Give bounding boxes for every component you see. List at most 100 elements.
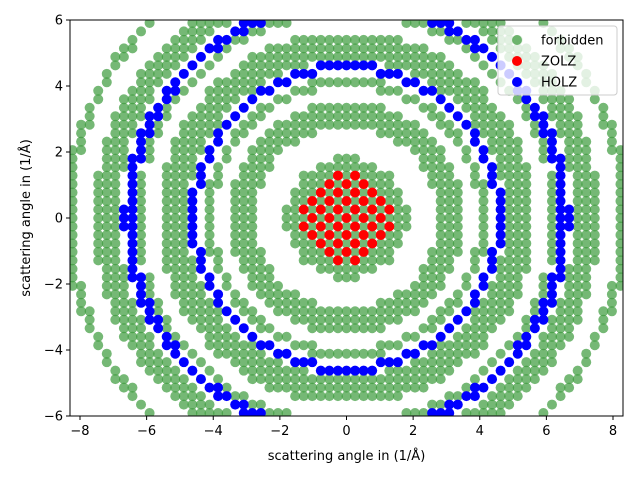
point-forbidden — [316, 9, 326, 19]
point-forbidden — [564, 119, 575, 130]
point-forbidden — [127, 297, 138, 308]
point-forbidden — [350, 179, 361, 190]
point-forbidden — [495, 289, 506, 300]
point-forbidden — [487, 280, 498, 291]
point-holz — [469, 297, 480, 308]
point-forbidden — [435, 111, 446, 122]
point-forbidden — [341, 153, 352, 164]
point-forbidden — [213, 9, 223, 19]
point-forbidden — [375, 306, 386, 317]
point-holz — [230, 314, 241, 325]
point-forbidden — [101, 204, 112, 215]
point-holz — [187, 187, 198, 198]
point-forbidden — [221, 272, 232, 283]
point-forbidden — [367, 348, 378, 359]
point-forbidden — [204, 229, 215, 240]
point-forbidden — [247, 255, 258, 266]
point-forbidden — [452, 331, 463, 342]
point-forbidden — [521, 323, 532, 334]
point-holz — [350, 60, 361, 71]
point-forbidden — [521, 263, 532, 274]
point-forbidden — [581, 289, 592, 300]
point-forbidden — [213, 255, 224, 266]
point-forbidden — [238, 263, 249, 274]
point-forbidden — [195, 111, 206, 122]
point-forbidden — [298, 111, 309, 122]
point-forbidden — [161, 170, 172, 181]
point-holz — [255, 408, 266, 416]
point-forbidden — [375, 221, 386, 232]
point-forbidden — [230, 297, 241, 308]
point-forbidden — [118, 102, 129, 113]
point-forbidden — [204, 221, 215, 232]
point-forbidden — [546, 331, 557, 342]
point-forbidden — [384, 391, 395, 402]
point-forbidden — [118, 374, 129, 385]
point-zolz — [384, 221, 395, 232]
point-forbidden — [409, 357, 420, 368]
point-forbidden — [290, 34, 301, 45]
point-forbidden — [504, 289, 515, 300]
point-forbidden — [341, 391, 352, 402]
point-forbidden — [247, 179, 258, 190]
point-forbidden — [315, 314, 326, 325]
point-zolz — [324, 246, 335, 257]
point-forbidden — [84, 119, 95, 130]
point-forbidden — [444, 365, 455, 376]
point-forbidden — [581, 213, 592, 223]
point-forbidden — [375, 119, 386, 130]
point-forbidden — [392, 136, 403, 147]
point-forbidden — [358, 238, 369, 249]
point-forbidden — [230, 196, 241, 207]
point-forbidden — [238, 119, 249, 130]
point-forbidden — [367, 246, 378, 257]
point-holz — [418, 340, 429, 351]
point-forbidden — [469, 246, 480, 257]
point-forbidden — [213, 119, 224, 130]
point-forbidden — [624, 221, 634, 231]
point-forbidden — [461, 102, 472, 113]
point-forbidden — [564, 314, 575, 325]
point-holz — [195, 170, 206, 181]
point-forbidden — [435, 68, 446, 79]
point-holz — [187, 204, 198, 215]
point-forbidden — [281, 221, 292, 232]
point-holz — [238, 323, 249, 334]
point-forbidden — [161, 263, 172, 274]
point-forbidden — [469, 314, 480, 325]
point-forbidden — [367, 213, 378, 223]
point-forbidden — [384, 34, 395, 45]
point-zolz — [350, 255, 361, 266]
point-forbidden — [341, 382, 352, 393]
point-forbidden — [581, 162, 592, 173]
point-forbidden — [264, 145, 275, 156]
point-zolz — [358, 246, 369, 257]
point-forbidden — [101, 348, 112, 359]
point-forbidden — [110, 246, 121, 257]
point-forbidden — [512, 255, 523, 266]
point-forbidden — [230, 128, 241, 139]
point-forbidden — [478, 399, 489, 410]
point-forbidden — [333, 9, 343, 19]
point-forbidden — [238, 85, 249, 96]
point-holz — [564, 221, 575, 232]
point-holz — [127, 255, 138, 266]
point-holz — [419, 417, 429, 427]
point-forbidden — [153, 77, 164, 88]
point-forbidden — [238, 348, 249, 359]
point-forbidden — [538, 340, 549, 351]
point-forbidden — [435, 179, 446, 190]
point-forbidden — [341, 272, 352, 283]
point-holz — [170, 85, 181, 96]
point-forbidden — [478, 111, 489, 122]
point-holz — [487, 263, 498, 274]
point-holz — [153, 111, 164, 122]
point-forbidden — [324, 263, 335, 274]
point-forbidden — [221, 280, 232, 291]
point-forbidden — [110, 187, 121, 198]
point-forbidden — [427, 179, 438, 190]
point-forbidden — [401, 306, 412, 317]
point-forbidden — [307, 238, 318, 249]
point-forbidden — [213, 314, 224, 325]
point-forbidden — [161, 213, 172, 223]
